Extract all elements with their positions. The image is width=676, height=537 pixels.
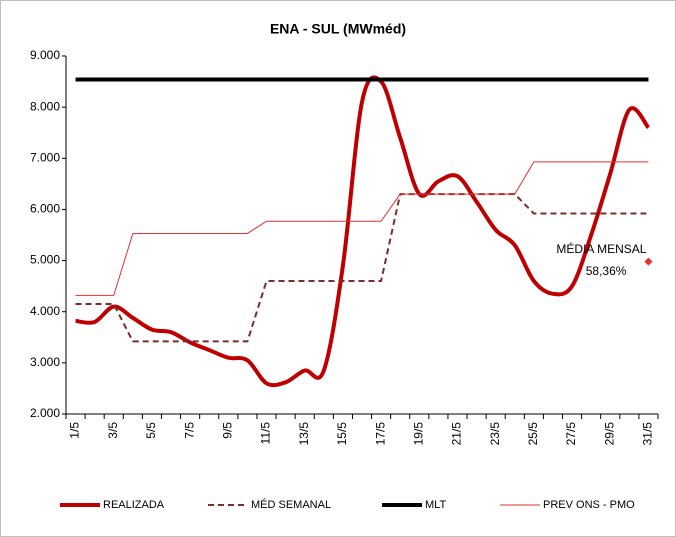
x-tick-label: 13/5	[297, 422, 311, 446]
x-tick-label: 29/5	[602, 422, 616, 446]
y-tick-label: 4.000	[30, 304, 60, 318]
y-tick-label: 2.000	[30, 406, 60, 420]
x-tick-label: 31/5	[641, 422, 655, 446]
annotation-marker	[644, 257, 653, 266]
x-tick-label: 1/5	[68, 422, 82, 439]
legend-label: MLT	[425, 499, 446, 511]
x-tick-label: 15/5	[335, 422, 349, 446]
x-tick-label: 7/5	[182, 422, 196, 439]
annotation-label: MÉDIA MENSAL	[556, 241, 646, 256]
x-tick-label: 25/5	[526, 422, 540, 446]
x-tick-label: 3/5	[106, 422, 120, 439]
x-tick-label: 5/5	[144, 422, 158, 439]
annotation-label: 58,36%	[586, 264, 627, 278]
x-tick-label: 11/5	[259, 422, 273, 445]
y-tick-label: 8.000	[30, 99, 60, 113]
legend-label: REALIZADA	[103, 499, 165, 511]
y-tick-label: 9.000	[30, 48, 60, 62]
legend-label: PREV ONS - PMO	[543, 499, 635, 511]
chart-title: ENA - SUL (MWméd)	[270, 21, 406, 37]
x-tick-label: 17/5	[373, 422, 387, 446]
x-tick-label: 23/5	[488, 422, 502, 446]
series-line	[75, 75, 651, 388]
x-tick-label: 27/5	[564, 422, 578, 446]
y-tick-label: 7.000	[30, 150, 60, 164]
y-tick-label: 3.000	[30, 355, 60, 369]
y-tick-label: 5.000	[30, 253, 60, 267]
y-tick-label: 6.000	[30, 202, 60, 216]
series-line	[75, 193, 649, 343]
x-tick-label: 19/5	[411, 422, 425, 446]
x-tick-label: 21/5	[450, 422, 464, 446]
x-tick-label: 9/5	[220, 422, 234, 439]
legend-label: MÉD SEMANAL	[251, 498, 331, 511]
series-line	[75, 161, 649, 296]
